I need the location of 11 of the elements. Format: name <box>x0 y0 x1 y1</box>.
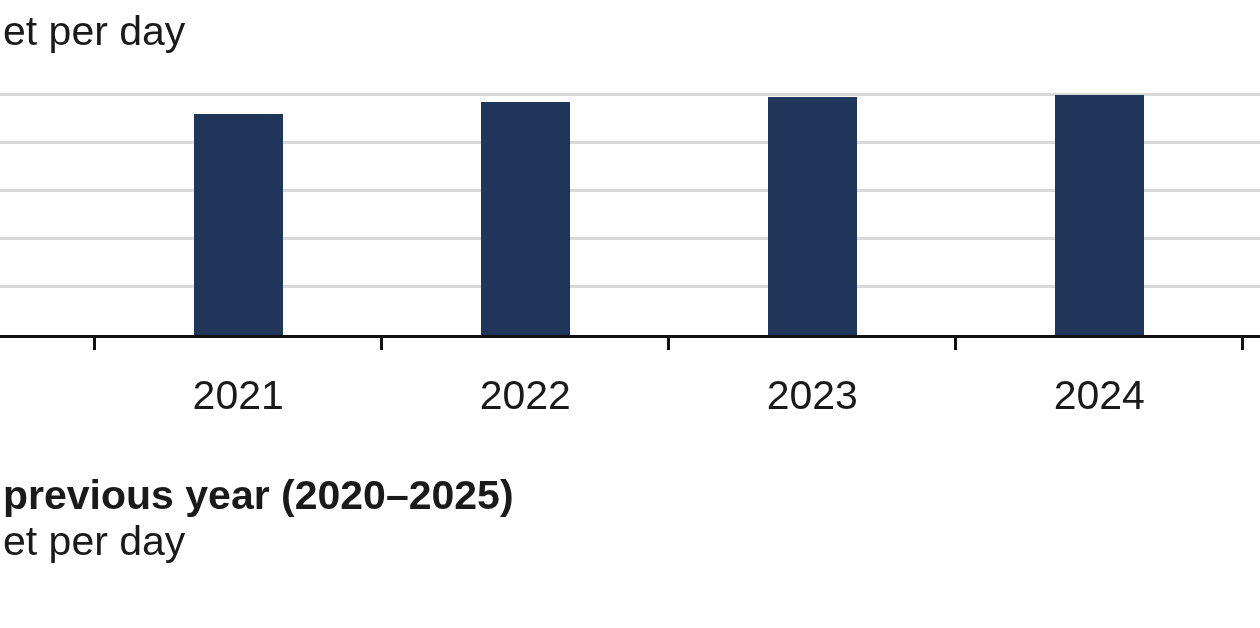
x-tick-label: 2023 <box>766 371 858 418</box>
x-tick-label: 2021 <box>192 371 284 418</box>
bar <box>1055 95 1144 335</box>
text: previous year (2020–2025) <box>3 472 514 518</box>
chart-subtitle: et per day <box>3 8 186 54</box>
text: et per day <box>3 518 186 564</box>
bar <box>768 97 857 335</box>
bar <box>481 102 570 335</box>
x-tick-label: 2024 <box>1053 371 1145 418</box>
bar <box>194 114 283 335</box>
x-tick-label: 2022 <box>479 371 571 418</box>
